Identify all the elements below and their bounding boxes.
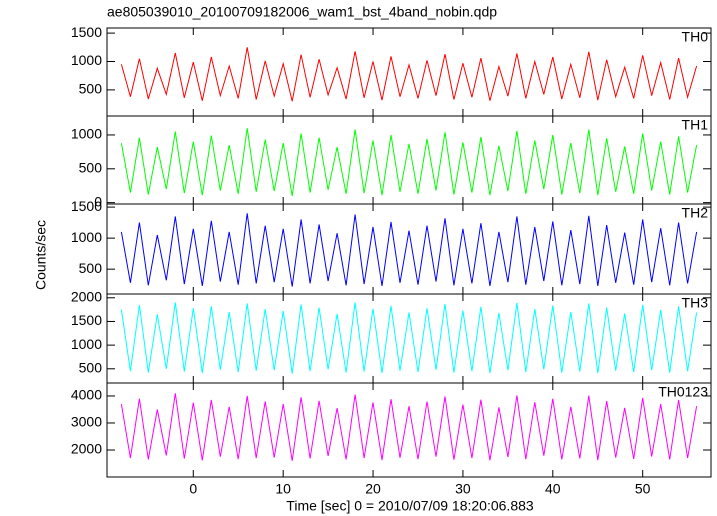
x-tick-label: 20 [365, 481, 381, 497]
y-tick-label: 1000 [71, 126, 102, 142]
x-tick-label: 0 [189, 481, 197, 497]
x-axis-label: Time [sec] 0 = 2010/07/09 18:20:06.883 [286, 498, 534, 514]
y-tick-label: 1000 [71, 229, 102, 245]
y-tick-label: 2000 [71, 441, 102, 457]
x-tick-label: 50 [635, 481, 651, 497]
chart-title: ae805039010_20100709182006_wam1_bst_4ban… [107, 4, 497, 20]
y-tick-label: 500 [79, 260, 103, 276]
panel-label: TH1 [682, 117, 709, 133]
x-tick-label: 30 [455, 481, 471, 497]
y-tick-label: 1000 [71, 52, 102, 68]
y-tick-label: 500 [79, 160, 103, 176]
y-tick-label: 500 [79, 360, 103, 376]
y-tick-label: 1500 [71, 24, 102, 40]
x-tick-label: 10 [275, 481, 291, 497]
y-tick-label: 3000 [71, 414, 102, 430]
panel-label: TH0 [682, 29, 709, 45]
panel-label: TH3 [682, 295, 709, 311]
panel-frame [106, 115, 712, 205]
y-tick-label: 500 [79, 81, 103, 97]
data-line [120, 302, 698, 374]
data-line [120, 393, 698, 461]
data-line [120, 47, 698, 102]
panel-frame [106, 203, 712, 295]
y-tick-label: 0 [94, 193, 102, 209]
panel-frame [106, 382, 712, 478]
data-line [120, 128, 698, 196]
y-tick-label: 1500 [71, 198, 102, 214]
x-tick-label: 40 [545, 481, 561, 497]
y-tick-label: 2000 [71, 288, 102, 304]
panel-label: TH0123 [658, 384, 708, 400]
y-tick-label: 4000 [71, 387, 102, 403]
data-line [120, 213, 698, 287]
panel-frame [106, 27, 712, 117]
y-tick-label: 1000 [71, 336, 102, 352]
y-tick-label: 1500 [71, 312, 102, 328]
panel-label: TH2 [682, 205, 709, 221]
y-axis-label: Counts/sec [33, 220, 49, 290]
